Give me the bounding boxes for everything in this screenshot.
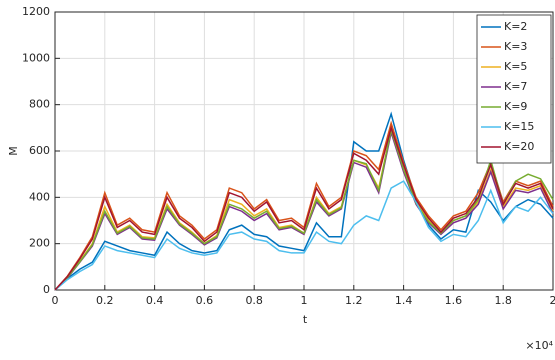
x-tick-label: 2: [550, 294, 555, 307]
y-tick-label: 200: [29, 237, 50, 250]
x-tick-label: 1.6: [445, 294, 463, 307]
y-tick-label: 1200: [22, 5, 50, 18]
x-tick-label: 0.2: [96, 294, 114, 307]
x-tick-label: 1.8: [494, 294, 512, 307]
x-exponent: ×10⁴: [525, 339, 553, 352]
x-tick-label: 1.2: [345, 294, 363, 307]
legend-label: K=5: [504, 60, 527, 73]
legend-label: K=20: [504, 140, 534, 153]
x-tick-label: 0.4: [146, 294, 164, 307]
y-axis-label: M: [7, 146, 20, 156]
legend-label: K=2: [504, 20, 527, 33]
x-tick-label: 0.6: [196, 294, 214, 307]
legend-label: K=9: [504, 100, 527, 113]
y-tick-label: 400: [29, 190, 50, 203]
x-tick-label: 1: [301, 294, 308, 307]
y-tick-label: 1000: [22, 51, 50, 64]
y-tick-label: 800: [29, 98, 50, 111]
y-tick-label: 0: [43, 283, 50, 296]
legend-label: K=7: [504, 80, 527, 93]
y-tick-label: 600: [29, 144, 50, 157]
legend-label: K=3: [504, 40, 527, 53]
x-tick-label: 0: [52, 294, 59, 307]
legend-label: K=15: [504, 120, 534, 133]
x-axis-label: t: [303, 313, 308, 326]
x-tick-label: 0.8: [245, 294, 263, 307]
x-tick-label: 1.4: [395, 294, 413, 307]
